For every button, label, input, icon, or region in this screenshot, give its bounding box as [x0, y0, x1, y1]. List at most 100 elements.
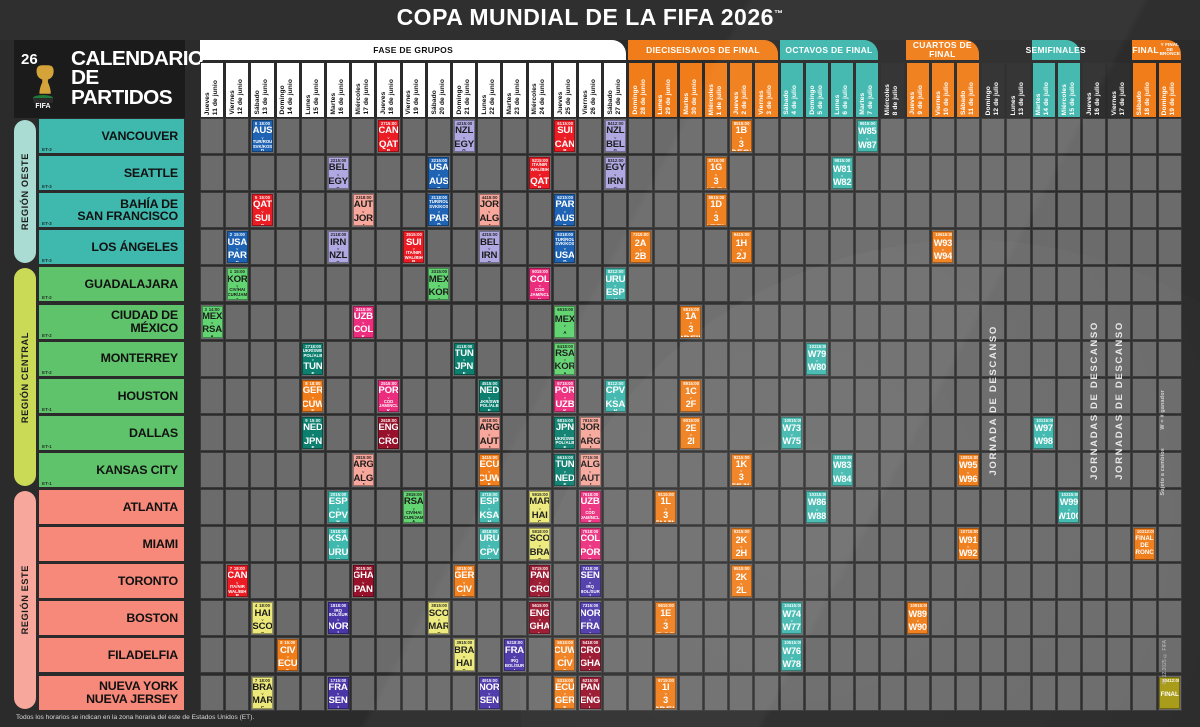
- venue-row-ciudad-de-m-xico[interactable]: CIUDAD DE MÉXICO ET-2: [38, 303, 185, 340]
- match-tile[interactable]: 93 15:00 2K v 2H: [730, 528, 752, 561]
- match-tile[interactable]: 104 15:00 W74 v W77: [781, 602, 803, 635]
- match-tile[interactable]: 76 18:00 UZB v COD JAM/NCL K: [579, 491, 601, 524]
- match-tile[interactable]: 73 15:00 NOR v FRA I: [579, 602, 601, 635]
- day-column-22[interactable]: Jueves 2 de julio: [729, 62, 754, 118]
- match-tile[interactable]: 67 15:00 POR v UZB K: [554, 379, 576, 412]
- match-tile[interactable]: 1 15:00 KOR v CIV/HAI CUR/JAM A: [226, 268, 248, 301]
- match-tile[interactable]: 82 12:00 URU v ESP H: [604, 268, 626, 301]
- match-tile[interactable]: 55 15:00 CUW v CIV E: [554, 639, 576, 672]
- match-tile[interactable]: 84 12:00 NZL v BEL G: [604, 120, 626, 153]
- day-column-4[interactable]: Domingo 14 de junio: [275, 62, 300, 118]
- match-tile[interactable]: 104 12:00 FINAL: [1159, 676, 1181, 709]
- match-tile[interactable]: 44 15:00 JOR v ALG J: [478, 194, 500, 227]
- day-column-20[interactable]: Martes 30 de junio: [678, 62, 703, 118]
- match-tile[interactable]: 89 15:00 1C v 2F: [680, 379, 702, 412]
- match-tile[interactable]: 26 18:00 ENG v CRO L: [377, 416, 400, 449]
- match-tile[interactable]: 101 15:00 W97 v W98: [1033, 416, 1055, 449]
- match-tile[interactable]: 60 15:00 COL v COD JAM/NCL K: [529, 268, 551, 301]
- match-tile[interactable]: 17 15:00 FRA v SEN I: [327, 676, 349, 709]
- day-column-12[interactable]: Lunes 22 de junio: [477, 62, 502, 118]
- day-column-28[interactable]: Miércoles 8 de julio: [880, 62, 905, 118]
- day-column-24[interactable]: Sábado 4 de julio: [779, 62, 804, 118]
- match-tile[interactable]: 30 15:00 GHA v PAN L: [352, 565, 374, 598]
- day-column-15[interactable]: Jueves 25 de junio: [552, 62, 577, 118]
- match-tile[interactable]: 38 15:00 SCO v MAR C: [428, 602, 450, 635]
- match-tile[interactable]: 4 18:00 HAI v SCO C: [251, 602, 274, 635]
- venue-row-monterrey[interactable]: MONTERREY ET-2: [38, 340, 185, 377]
- venue-row-miami[interactable]: MIAMI: [38, 526, 185, 563]
- match-tile[interactable]: 107 15:00 W91 v W92: [957, 528, 979, 561]
- match-tile[interactable]: 24 15:00 UZB v COL K: [352, 305, 374, 338]
- venue-row-kansas-city[interactable]: KANSAS CITY ET-1: [38, 451, 185, 488]
- match-tile[interactable]: 61 15:00 SUI v CAN B: [554, 120, 576, 153]
- venue-row-boston[interactable]: BOSTON: [38, 600, 185, 637]
- day-column-25[interactable]: Domingo 5 de julio: [804, 62, 829, 118]
- match-tile[interactable]: 20 15:00 ESP v CPV H: [327, 491, 349, 524]
- day-column-23[interactable]: Viernes 3 de julio: [754, 62, 779, 118]
- match-tile[interactable]: 46 18:00 ARG v AUT J: [478, 416, 500, 449]
- match-tile[interactable]: 43 15:00 BEL v IRN G: [478, 231, 500, 264]
- match-tile[interactable]: 100 15:00 W73 v W75: [781, 416, 803, 449]
- match-tile[interactable]: 106 15:00 W93 v W94: [932, 231, 954, 264]
- day-column-9[interactable]: Viernes 19 de junio: [401, 62, 426, 118]
- match-tile[interactable]: 53 15:00 ECU v GER E: [554, 676, 576, 709]
- day-column-27[interactable]: Martes 7 de julio: [855, 62, 880, 118]
- match-tile[interactable]: 47 15:00 ESP v KSA H: [478, 491, 500, 524]
- match-tile[interactable]: 33 15:00 MEX v KOR A: [428, 268, 450, 301]
- day-column-33[interactable]: Lunes 13 de julio: [1006, 62, 1031, 118]
- match-tile[interactable]: 58 18:00 SCO v BRA C: [529, 528, 551, 561]
- match-tile[interactable]: 48 18:00 URU v CPV H: [478, 528, 500, 561]
- day-column-21[interactable]: Miércoles 1 de julio: [704, 62, 729, 118]
- match-tile[interactable]: 3 14:00 MEX v RSA A: [201, 305, 223, 338]
- match-tile[interactable]: 77 15:00 ALG v AUT J: [579, 453, 601, 486]
- match-tile[interactable]: 102 15:00 W99 v W100: [1058, 491, 1080, 524]
- day-column-8[interactable]: Jueves 18 de junio: [376, 62, 401, 118]
- venue-row-guadalajara[interactable]: GUADALAJARA ET-2: [38, 266, 185, 303]
- match-tile[interactable]: 22 15:00 BEL v EGY G: [327, 157, 349, 190]
- day-column-2[interactable]: Viernes 12 de junio: [225, 62, 250, 118]
- day-column-5[interactable]: Lunes 15 de junio: [300, 62, 325, 118]
- match-tile[interactable]: 95 15:00 2K v 2L: [730, 565, 752, 598]
- match-tile[interactable]: 54 18:00 CRO v GHA L: [579, 639, 601, 672]
- venue-row-atlanta[interactable]: ATLANTA: [38, 489, 185, 526]
- match-tile[interactable]: 109 15:00 W89 v W90: [907, 602, 929, 635]
- day-column-19[interactable]: Lunes 29 de junio: [653, 62, 678, 118]
- venue-row-vancouver[interactable]: VANCOUVER ET-3: [38, 118, 185, 155]
- match-tile[interactable]: 68 15:00 JPN v UKR/SWE POL/ALB F: [554, 416, 576, 449]
- day-column-37[interactable]: Viernes 17 de julio: [1107, 62, 1132, 118]
- day-column-18[interactable]: Domingo 28 de junio: [628, 62, 653, 118]
- day-column-3[interactable]: Sábado 13 de junio: [250, 62, 275, 118]
- match-tile[interactable]: 8 15:00 CIV v ECU E: [277, 639, 299, 672]
- venue-row-los-ngeles[interactable]: LOS ÁNGELES ET-3: [38, 229, 185, 266]
- match-tile[interactable]: 56 15:00 ENG v GHA L: [529, 602, 551, 635]
- match-tile[interactable]: 62 15:00 PAR v AUS D: [554, 194, 576, 227]
- match-tile[interactable]: 90 15:00 2E v 2I: [680, 416, 702, 449]
- match-tile[interactable]: 105 15:00 W76 v W78: [781, 639, 803, 672]
- match-tile[interactable]: 59 15:00 MAR v HAI C: [529, 491, 551, 524]
- day-column-32[interactable]: Domingo 12 de julio: [981, 62, 1006, 118]
- match-tile[interactable]: 94 15:00 1H v 2J: [730, 231, 752, 264]
- day-column-11[interactable]: Domingo 21 de junio: [452, 62, 477, 118]
- match-tile[interactable]: 103 15:00 W86 v W88: [806, 491, 828, 524]
- match-tile[interactable]: 25 15:00 POR v COD JAM/NCL K: [377, 379, 400, 412]
- match-tile[interactable]: 64 18:00 RSA v KOR A: [554, 342, 576, 375]
- match-tile[interactable]: 108 15:00 W95 v W96: [957, 453, 979, 486]
- day-column-34[interactable]: Martes 14 de julio: [1031, 62, 1056, 118]
- match-tile[interactable]: 35 15:00 SUI v ITA/NIR WAL/BIH B: [403, 231, 425, 264]
- match-tile[interactable]: 7 18:00 CAN v ITA/NIR WAL/BIH B: [226, 565, 248, 598]
- day-column-16[interactable]: Viernes 26 de junio: [578, 62, 603, 118]
- match-tile[interactable]: 57 15:00 PAN v CRO L: [529, 565, 551, 598]
- match-tile[interactable]: 73 15:00 2A v 2B: [629, 231, 652, 264]
- match-tile[interactable]: 27 15:00 CAN v QAT B: [377, 120, 400, 153]
- match-tile[interactable]: 66 15:00 TUN v NED F: [554, 453, 576, 486]
- match-tile[interactable]: 29 15:00 RSA v CIV/HAI CUR/JAM A: [403, 491, 425, 524]
- match-tile[interactable]: 6 18:00 AUS v TUR/ROU SVK/KOS D: [251, 120, 274, 153]
- day-column-31[interactable]: Sábado 11 de julio: [956, 62, 981, 118]
- match-tile[interactable]: 74 18:00 SEN v IRQ BOL/SUR I: [579, 565, 601, 598]
